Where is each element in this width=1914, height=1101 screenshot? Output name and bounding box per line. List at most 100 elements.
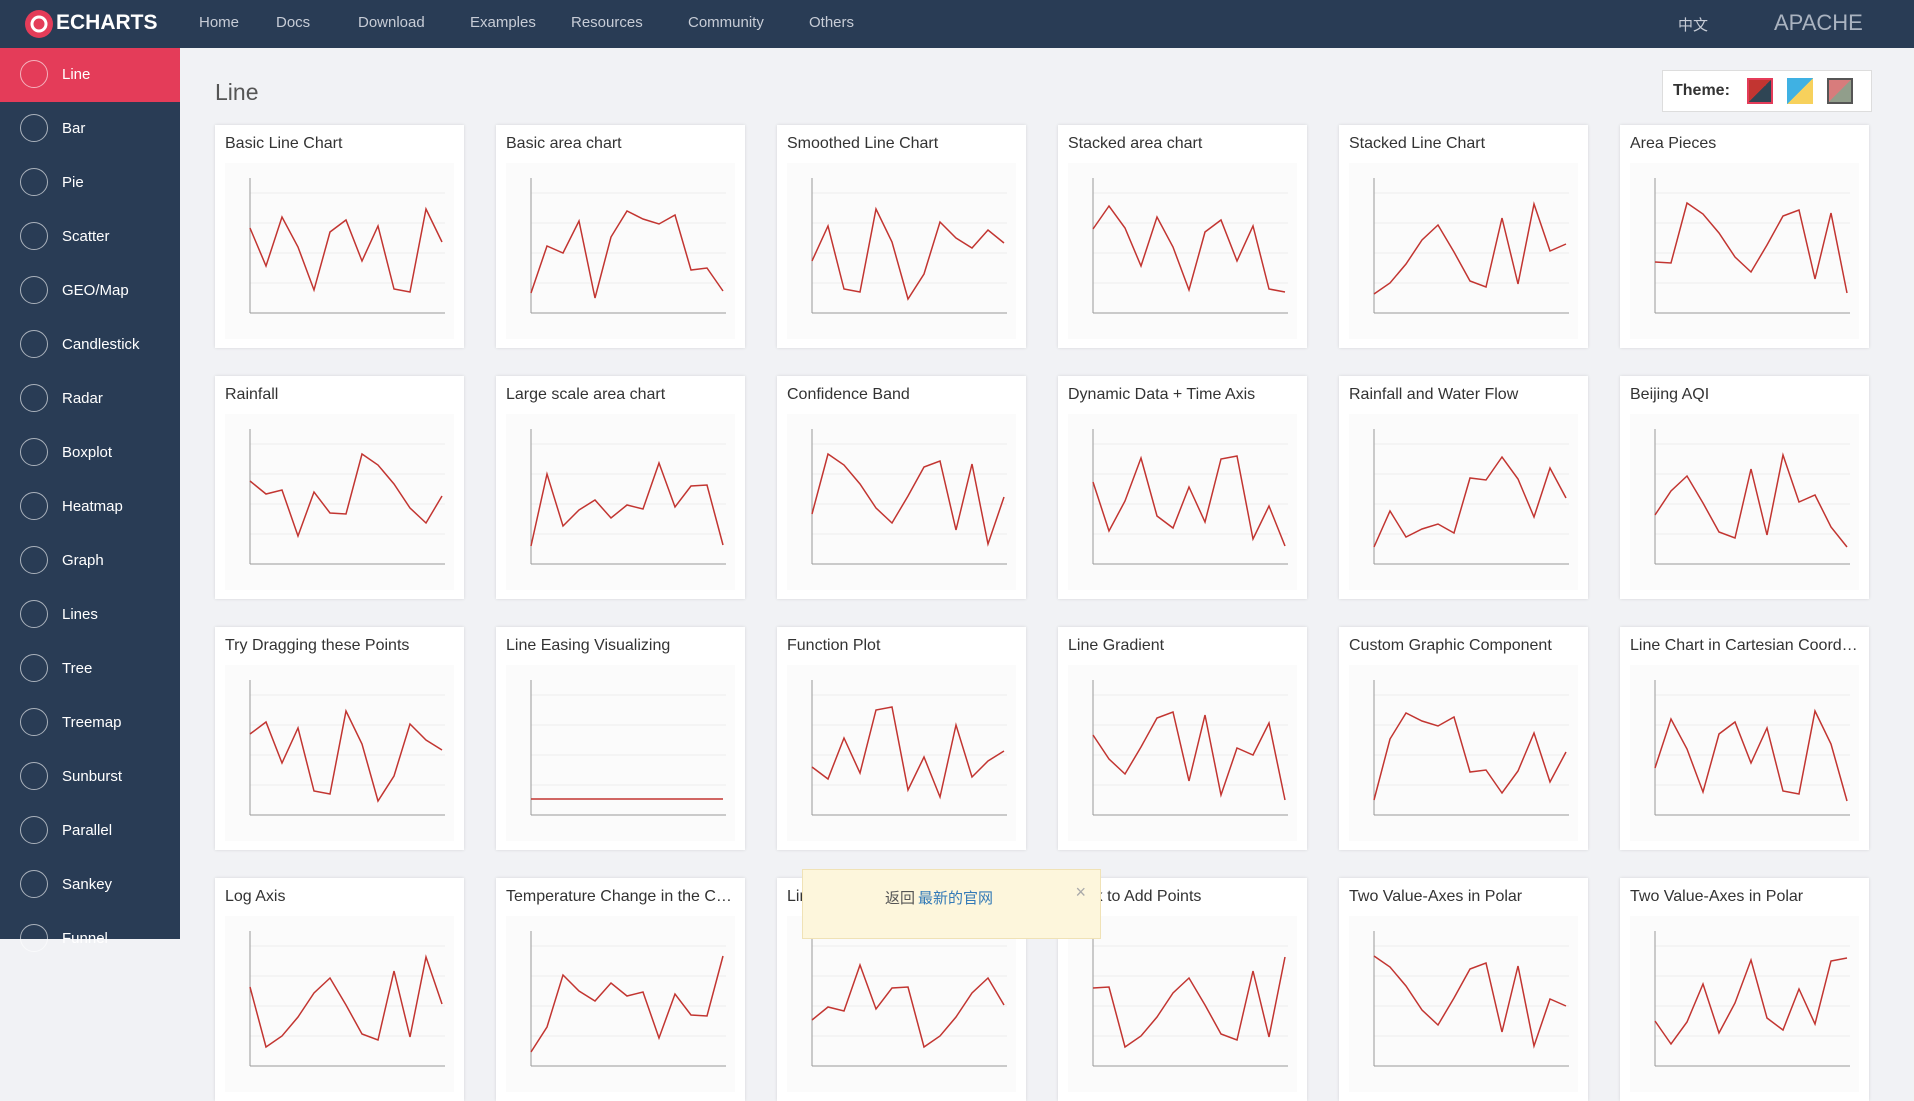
theme-swatch[interactable] xyxy=(1827,78,1853,104)
sidebar-icon xyxy=(20,708,48,736)
sidebar-item[interactable]: Bar xyxy=(0,102,180,156)
theme-swatch[interactable] xyxy=(1747,78,1773,104)
example-card[interactable]: Line Gradient xyxy=(1058,627,1307,850)
thumbnail xyxy=(225,163,454,339)
example-card[interactable]: Two Value-Axes in Polar xyxy=(1339,878,1588,1101)
sidebar-item[interactable]: Heatmap xyxy=(0,480,180,534)
logo-text[interactable]: ECHARTS xyxy=(56,11,158,34)
theme-box: Theme: xyxy=(1662,70,1872,112)
sidebar-label: Radar xyxy=(62,390,103,407)
nav-link[interactable]: Others xyxy=(809,14,855,31)
sidebar-item[interactable]: Candlestick xyxy=(0,318,180,372)
sidebar-item[interactable]: Graph xyxy=(0,534,180,588)
nav-link[interactable]: Community xyxy=(688,14,764,31)
thumbnail xyxy=(506,414,735,590)
sidebar-label: Pie xyxy=(62,174,84,191)
thumbnail xyxy=(1349,916,1578,1092)
sidebar-icon xyxy=(20,654,48,682)
thumbnail xyxy=(1068,163,1297,339)
sidebar-item[interactable]: Funnel xyxy=(0,912,180,966)
close-button[interactable]: × xyxy=(1075,882,1086,902)
nav-link[interactable]: Docs xyxy=(276,14,311,31)
sidebar-icon xyxy=(20,222,48,250)
example-card[interactable]: Line Easing Visualizing xyxy=(496,627,745,850)
thumbnail xyxy=(787,916,1016,1092)
lang-switch[interactable]: 中文 xyxy=(1678,17,1709,34)
example-card[interactable]: Stacked area chart xyxy=(1058,125,1307,348)
sidebar-icon xyxy=(20,60,48,88)
card-title: Line Gradient xyxy=(1068,637,1165,654)
example-card[interactable]: Stacked Line Chart xyxy=(1339,125,1588,348)
thumbnail xyxy=(225,916,454,1092)
top-nav: ECHARTS 中文 APACHE Home Docs Download Exampl… xyxy=(0,0,1914,48)
theme-swatch[interactable] xyxy=(1787,78,1813,104)
thumbnail xyxy=(506,665,735,841)
sidebar-item[interactable]: Pie xyxy=(0,156,180,210)
card-title: Basic area chart xyxy=(506,135,622,152)
thumbnail xyxy=(506,163,735,339)
example-card[interactable]: Line Chart in Cartesian Coordinate Syste… xyxy=(1620,627,1869,850)
sidebar-label: Heatmap xyxy=(62,498,123,515)
sidebar-icon xyxy=(20,114,48,142)
sidebar-icon xyxy=(20,492,48,520)
thumbnail xyxy=(1068,414,1297,590)
nav-link[interactable]: Home xyxy=(199,14,240,31)
nav-link[interactable]: Examples xyxy=(470,14,536,31)
example-card[interactable]: Dynamic Data + Time Axis xyxy=(1058,376,1307,599)
notice-link[interactable]: 最新的官网 xyxy=(918,890,994,907)
example-card[interactable]: Log Axis xyxy=(215,878,464,1101)
card-title: Area Pieces xyxy=(1630,135,1717,152)
sidebar-item[interactable]: Sunburst xyxy=(0,750,180,804)
card-title: Confidence Band xyxy=(787,386,910,403)
example-card[interactable]: Basic area chart xyxy=(496,125,745,348)
thumbnail xyxy=(1349,665,1578,841)
sidebar-item[interactable]: Scatter xyxy=(0,210,180,264)
sidebar-item[interactable]: Boxplot xyxy=(0,426,180,480)
sidebar-label: Candlestick xyxy=(62,336,140,353)
sidebar-icon xyxy=(20,546,48,574)
sidebar-item[interactable]: Tree xyxy=(0,642,180,696)
example-card[interactable]: Basic Line Chart xyxy=(215,125,464,348)
example-card[interactable]: Temperature Change in the Coming Week xyxy=(496,878,745,1101)
sidebar-item[interactable]: Line xyxy=(0,48,180,102)
nav-link[interactable]: Download xyxy=(358,14,425,31)
sidebar-icon xyxy=(20,384,48,412)
sidebar-item[interactable]: GEO/Map xyxy=(0,264,180,318)
sidebar-item[interactable]: Lines xyxy=(0,588,180,642)
example-card[interactable]: Custom Graphic Component xyxy=(1339,627,1588,850)
card-title: Beijing AQI xyxy=(1630,386,1710,403)
card-title: Line Easing Visualizing xyxy=(506,637,671,654)
example-card[interactable]: Confidence Band xyxy=(777,376,1026,599)
card-title: Temperature Change in the Coming Week xyxy=(506,888,736,905)
thumbnail xyxy=(225,414,454,590)
nav-link[interactable]: Resources xyxy=(571,14,643,31)
notice: 返回 最新的官网 × xyxy=(802,869,1101,939)
example-card[interactable]: Large scale area chart xyxy=(496,376,745,599)
card-title: Custom Graphic Component xyxy=(1349,637,1552,654)
example-card[interactable]: Rainfall and Water Flow xyxy=(1339,376,1588,599)
example-card[interactable]: Smoothed Line Chart xyxy=(777,125,1026,348)
example-card[interactable]: Area Pieces xyxy=(1620,125,1869,348)
thumbnail xyxy=(1349,414,1578,590)
sidebar-item[interactable]: Treemap xyxy=(0,696,180,750)
notice-text: 返回 xyxy=(885,890,916,907)
card-title: Smoothed Line Chart xyxy=(787,135,939,152)
example-card[interactable]: Function Plot xyxy=(777,627,1026,850)
thumbnail xyxy=(1630,916,1859,1092)
sidebar-icon xyxy=(20,330,48,358)
sidebar-item[interactable]: Radar xyxy=(0,372,180,426)
example-card[interactable]: Beijing AQI xyxy=(1620,376,1869,599)
sidebar-item[interactable]: Parallel xyxy=(0,804,180,858)
thumbnail xyxy=(1068,916,1297,1092)
example-card[interactable]: Two Value-Axes in Polar xyxy=(1620,878,1869,1101)
sidebar-label: Bar xyxy=(62,120,86,137)
card-title: Stacked area chart xyxy=(1068,135,1203,152)
card-title: Stacked Line Chart xyxy=(1349,135,1486,152)
example-card[interactable]: Try Dragging these Points xyxy=(215,627,464,850)
example-card[interactable]: Rainfall xyxy=(215,376,464,599)
sidebar-item[interactable]: Sankey xyxy=(0,858,180,912)
apache-logo[interactable]: APACHE xyxy=(1774,10,1863,35)
card-title: Click to Add Points xyxy=(1068,888,1202,905)
thumbnail xyxy=(1349,163,1578,339)
